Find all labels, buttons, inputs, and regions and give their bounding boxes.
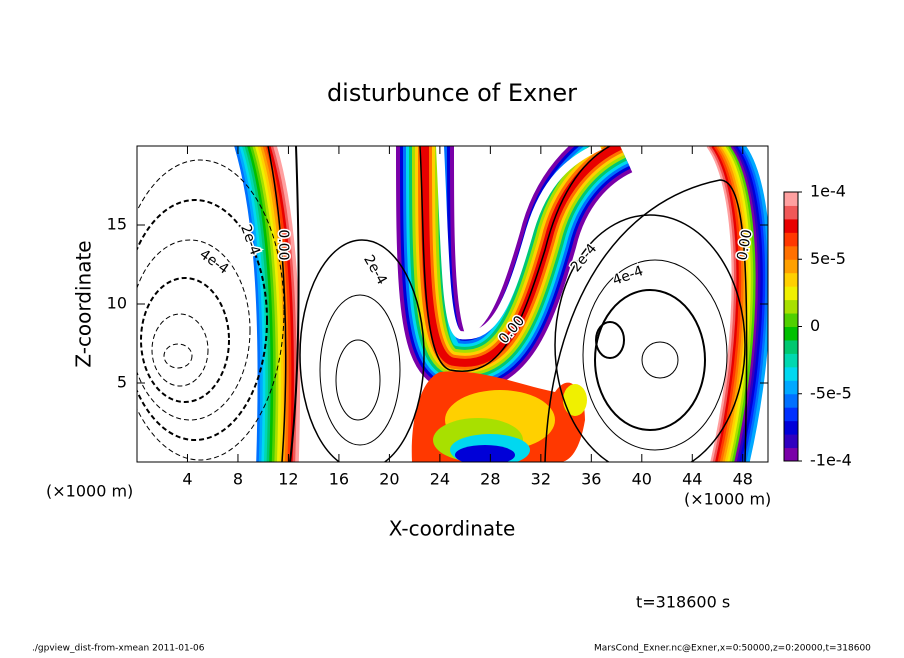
filled-band: [257, 146, 285, 462]
colorbar-label: -5e-5: [810, 383, 852, 402]
chart-title: disturbunce of Exner: [327, 79, 577, 107]
filled-band: [242, 146, 269, 462]
x-tick-label: 36: [581, 470, 601, 489]
colorbar-cell: [784, 420, 798, 435]
y-axis-label: Z-coordinate: [72, 240, 96, 367]
colorbar-cell: [784, 339, 798, 354]
colorbar-cell: [784, 434, 798, 449]
filled-band: [733, 146, 762, 462]
colorbar-cell: [784, 232, 798, 247]
contour-label: 4e-4: [197, 246, 232, 277]
colorbar-label: 1e-4: [810, 182, 846, 201]
x-tick-label: 20: [379, 470, 399, 489]
filled-band: [742, 146, 768, 462]
contour-lines: [137, 146, 748, 462]
filled-band: [273, 146, 301, 462]
filled-band: [709, 146, 738, 462]
filled-band: [244, 146, 272, 462]
x-unit: (×1000 m): [46, 482, 133, 501]
filled-blob: [455, 445, 515, 462]
filled-band: [725, 146, 755, 462]
colorbar-cell: [784, 286, 798, 301]
filled-band: [737, 146, 767, 462]
contour-label: 2e-4: [360, 252, 390, 287]
filled-band: [247, 146, 275, 462]
colorbar-cell: [784, 218, 798, 233]
filled-band: [706, 146, 736, 462]
colorbar-cell: [784, 393, 798, 408]
contour-label: 4e-4: [610, 263, 645, 289]
colorbar-cell: [784, 326, 798, 341]
x-tick-label: 4: [182, 470, 192, 489]
x-tick-label: 48: [733, 470, 753, 489]
y-tick-label: 5: [117, 373, 127, 392]
filled-band: [249, 146, 277, 462]
colorbar-cell: [784, 205, 798, 220]
colorbar-label: 5e-5: [810, 249, 846, 268]
x-tick-label: 24: [430, 470, 450, 489]
x-axis-label: X-coordinate: [389, 517, 516, 541]
x-tick-label: 8: [233, 470, 243, 489]
colorbar-cell: [784, 192, 798, 206]
footer-right: MarsCond_Exner.nc@Exner,x=0:50000,z=0:20…: [594, 644, 871, 654]
colorbar-cell: [784, 380, 798, 395]
filled-contours: [234, 146, 768, 462]
filled-band: [262, 146, 290, 462]
x-unit: (×1000 m): [684, 490, 771, 509]
colorbar-label: 0: [810, 316, 820, 335]
x-tick-label: 28: [480, 470, 500, 489]
colorbar-cell: [784, 447, 798, 462]
colorbar-cell: [784, 245, 798, 260]
filled-band: [728, 146, 757, 462]
x-tick-label: 12: [278, 470, 298, 489]
filled-blob: [563, 384, 587, 416]
y-tick-label: 15: [107, 215, 127, 234]
colorbar-cell: [784, 366, 798, 381]
filled-band: [239, 146, 267, 462]
footer-left: ./gpview_dist-from-xmean 2011-01-06: [32, 644, 205, 654]
colorbar-cell: [784, 272, 798, 287]
filled-band: [735, 146, 764, 462]
time-label: t=318600 s: [636, 593, 730, 612]
x-tick-label: 32: [531, 470, 551, 489]
colorbar-cell: [784, 313, 798, 327]
filled-band: [234, 146, 262, 462]
filled-band: [713, 146, 743, 462]
contour-label: 0.00: [275, 229, 291, 260]
filled-band: [265, 146, 293, 462]
filled-band: [436, 146, 602, 340]
colorbar-cell: [784, 353, 798, 368]
colorbar-label: -1e-4: [810, 451, 852, 470]
filled-band: [711, 146, 740, 462]
x-tick-label: 40: [632, 470, 652, 489]
filled-band: [723, 146, 752, 462]
filled-band: [721, 146, 750, 462]
filled-band: [421, 146, 622, 367]
x-tick-label: 16: [329, 470, 349, 489]
filled-band: [255, 146, 282, 462]
filled-band: [252, 146, 280, 462]
colorbar-cell: [784, 259, 798, 274]
filled-band: [268, 146, 295, 462]
y-tick-label: 10: [107, 294, 127, 313]
colorbar-cell: [784, 407, 798, 422]
x-tick-label: 44: [682, 470, 702, 489]
colorbar-cell: [784, 299, 798, 314]
filled-band: [740, 146, 768, 462]
